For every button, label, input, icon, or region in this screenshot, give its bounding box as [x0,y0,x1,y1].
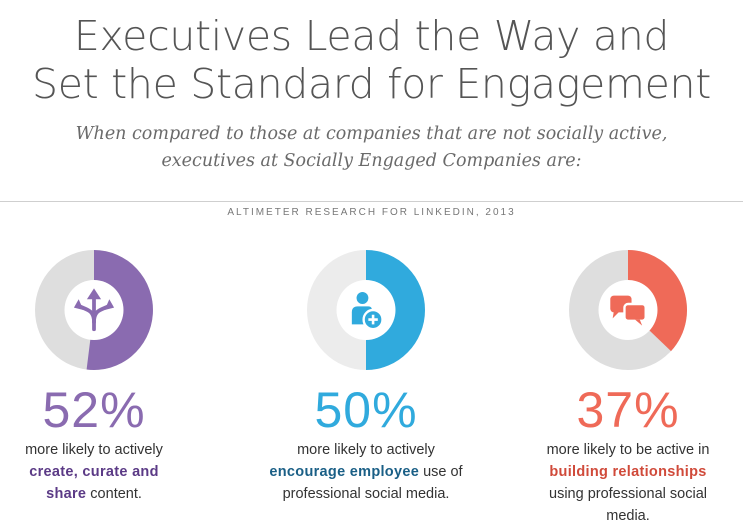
description-line: encourage employee use of [246,461,486,483]
stat-column: 52% more likely to actively create, curat… [0,250,214,505]
donut-chart [35,250,153,370]
headline-line-1: Executives Lead the Way and [73,12,670,60]
stat-description: more likely to actively encourage employe… [246,439,486,505]
stat-column: 50% more likely to actively encourage emp… [246,250,486,505]
description-line: media. [508,505,743,527]
chat-bubbles-icon [610,295,647,326]
highlight-text: create, curate and [29,464,159,480]
percent-value: 37% [576,382,680,438]
divider [0,201,743,202]
description-line: building relationships [508,461,743,483]
highlight-text: building relationships [549,464,707,480]
donut-slice [628,250,687,352]
plain-text: use of [419,464,463,480]
stat-description: more likely to actively create, curate an… [0,439,214,505]
plain-text: professional social media. [282,486,450,502]
description-line: professional social media. [246,483,486,505]
plain-text: using professional social [549,486,707,502]
plain-text: content. [86,486,142,502]
donut-chart [569,250,687,370]
description-line: using professional social [508,483,743,505]
description-line: create, curate and [0,461,214,483]
percent-value: 50% [314,382,418,438]
highlight-text: share [46,486,87,502]
description-line: more likely to be active in [508,439,743,461]
plain-text: more likely to actively [25,442,163,458]
plain-text: media. [606,508,650,524]
source-label: ALTIMETER RESEARCH FOR LINKEDIN, 2013 [227,207,516,218]
plain-text: more likely to be active in [546,442,710,458]
subtitle-line-1: When compared to those at companies that… [75,124,668,144]
donut-chart [307,250,425,370]
description-line: share content. [0,483,214,505]
percent-value: 52% [42,382,146,438]
plain-text: more likely to actively [297,442,435,458]
description-line: more likely to actively [0,439,214,461]
description-line: more likely to actively [246,439,486,461]
headline-line-2: Set the Standard for Engagement [31,60,711,108]
stat-column: 37% more likely to be active in building … [508,250,743,527]
add-user-icon [351,292,384,331]
highlight-text: encourage employee [269,464,420,480]
subtitle-line-2: executives at Socially Engaged Companies… [161,151,582,171]
stat-description: more likely to be active in building rela… [508,439,743,527]
diverging-arrows-icon [73,288,115,332]
